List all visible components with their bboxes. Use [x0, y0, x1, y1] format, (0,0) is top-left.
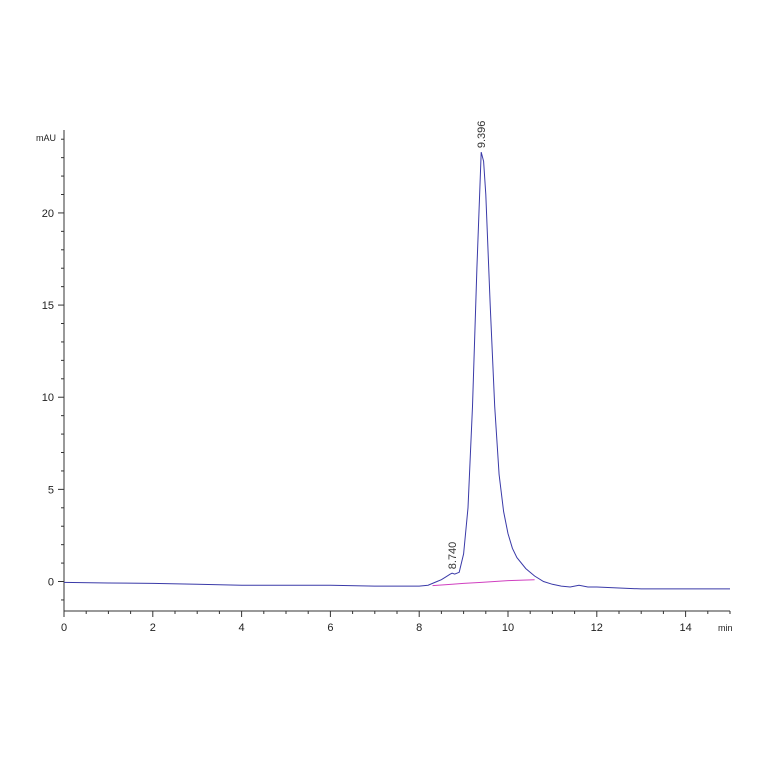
x-tick-label: 2 — [150, 622, 156, 634]
signal-trace — [63, 151, 730, 590]
y-tick-label: 20 — [42, 208, 54, 220]
x-tick-label: 4 — [239, 622, 245, 634]
y-tick-label: 15 — [42, 300, 54, 312]
y-axis-unit-label: mAU — [36, 133, 56, 143]
x-axis-unit-label: min — [718, 623, 733, 633]
x-tick-label: 14 — [679, 622, 691, 634]
x-ticks: 0 2 4 6 8 10 12 14 — [61, 611, 731, 634]
y-tick-label: 10 — [42, 392, 54, 404]
axes — [63, 130, 730, 612]
x-tick-label: 8 — [416, 622, 422, 634]
y-tick-label: 5 — [48, 484, 54, 496]
x-tick-label: 0 — [61, 622, 67, 634]
peak-retention-label: 8.740 — [447, 542, 459, 570]
x-tick-label: 10 — [502, 622, 514, 634]
peak-retention-label: 9.396 — [476, 121, 488, 149]
integration-baseline — [432, 579, 535, 587]
x-tick-label: 12 — [591, 622, 603, 634]
peak-labels: 8.740 9.396 — [447, 121, 488, 570]
y-ticks: 0 5 10 15 20 — [42, 138, 64, 601]
x-tick-label: 6 — [327, 622, 333, 634]
y-tick-label: 0 — [48, 577, 54, 589]
